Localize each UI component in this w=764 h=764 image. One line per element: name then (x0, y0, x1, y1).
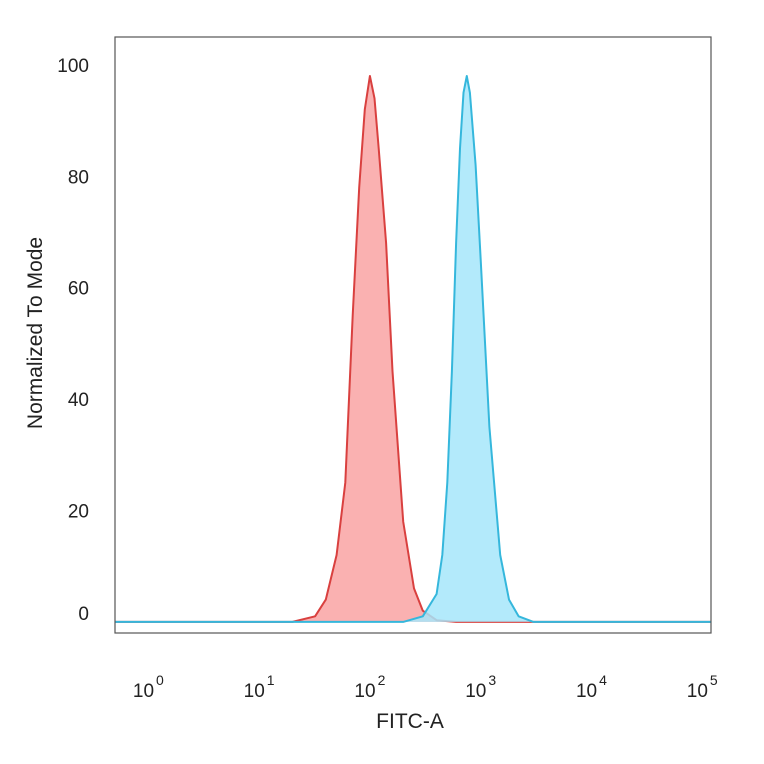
x-axis-title: FITC-A (376, 710, 444, 733)
x-tick-label: 105 (687, 672, 718, 702)
y-tick-label: 60 (68, 279, 89, 300)
series-2-line (115, 75, 711, 623)
y-tick-label: 40 (68, 390, 89, 411)
plot-frame (114, 36, 712, 634)
series-layer (115, 75, 711, 623)
x-tick-label: 102 (354, 672, 385, 702)
x-tick-label: 104 (576, 672, 607, 702)
x-tick-label: 103 (465, 672, 496, 702)
y-tick-labels: 0 20 40 60 80 100 (57, 56, 89, 625)
x-tick-label: 100 (133, 672, 164, 702)
y-tick-label: 0 (78, 604, 89, 625)
x-tick-label: 101 (244, 672, 275, 702)
y-tick-label: 80 (68, 167, 89, 188)
y-axis-title: Normalized To Mode (24, 237, 47, 429)
x-tick-labels: 100 101 102 103 104 105 (133, 672, 718, 702)
y-tick-label: 20 (68, 501, 89, 522)
plot-background (115, 37, 711, 633)
y-tick-label: 100 (57, 56, 89, 77)
